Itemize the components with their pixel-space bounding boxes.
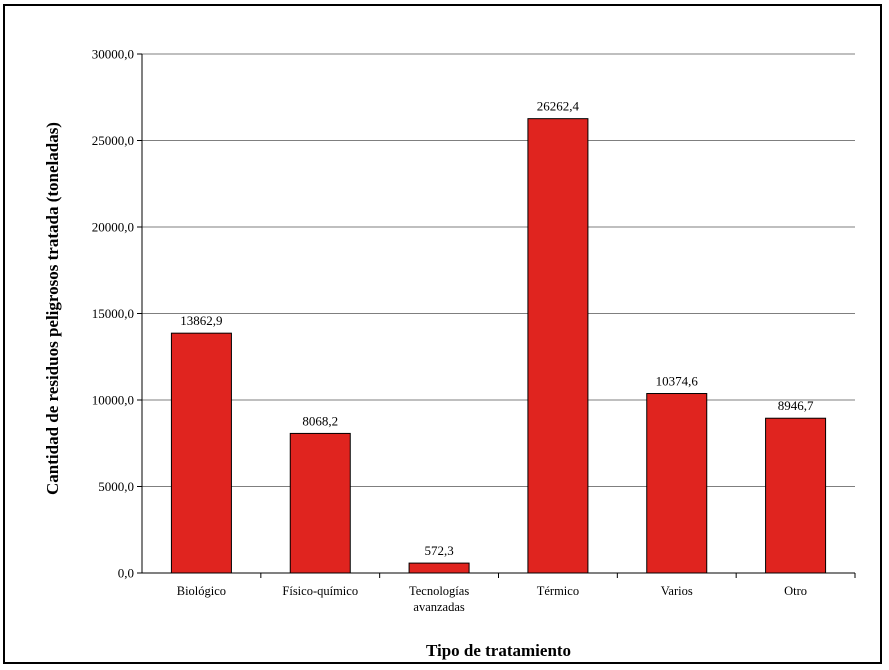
y-axis-title: Cantidad de residuos peligrosos tratada … [43, 122, 62, 495]
data-label: 8068,2 [302, 413, 338, 428]
data-label: 13862,9 [180, 313, 222, 328]
data-label: 8946,7 [778, 398, 814, 413]
y-tick-label: 0,0 [118, 566, 134, 581]
chart-frame [3, 4, 882, 664]
category-label: Tecnologías [409, 584, 469, 598]
y-tick-label: 15000,0 [92, 306, 134, 321]
y-tick-label: 5000,0 [98, 479, 134, 494]
x-axis-title: Tipo de tratamiento [426, 641, 571, 660]
x-axis-categories: Biológico Físico-químico Tecnologías avanza… [177, 573, 856, 614]
bar [289, 432, 351, 574]
y-tick-label: 25000,0 [92, 133, 134, 148]
bar [170, 332, 232, 574]
gridlines [142, 53, 855, 487]
bar [527, 118, 589, 574]
data-label: 10374,6 [656, 374, 699, 389]
bar [765, 417, 827, 574]
y-tick-label: 10000,0 [92, 393, 134, 408]
y-tick-label: 20000,0 [92, 220, 134, 235]
category-label: avanzadas [413, 600, 464, 614]
category-label: Biológico [177, 584, 226, 598]
data-labels: 13862,9 8068,2 572,3 26262,4 10374,6 8946,7 [180, 99, 814, 558]
bars [170, 118, 827, 574]
bar [646, 393, 708, 574]
category-label: Térmico [537, 584, 579, 598]
y-tick-label: 30000,0 [92, 47, 134, 62]
category-label: Otro [784, 584, 807, 598]
category-label: Varios [661, 584, 693, 598]
category-label: Físico-químico [282, 584, 358, 598]
y-axis-ticks: 0,0 5000,0 10000,0 15000,0 20000,0 25000,0 300… [92, 47, 142, 581]
data-label: 26262,4 [537, 99, 580, 114]
data-label: 572,3 [424, 543, 453, 558]
bar [408, 562, 470, 574]
